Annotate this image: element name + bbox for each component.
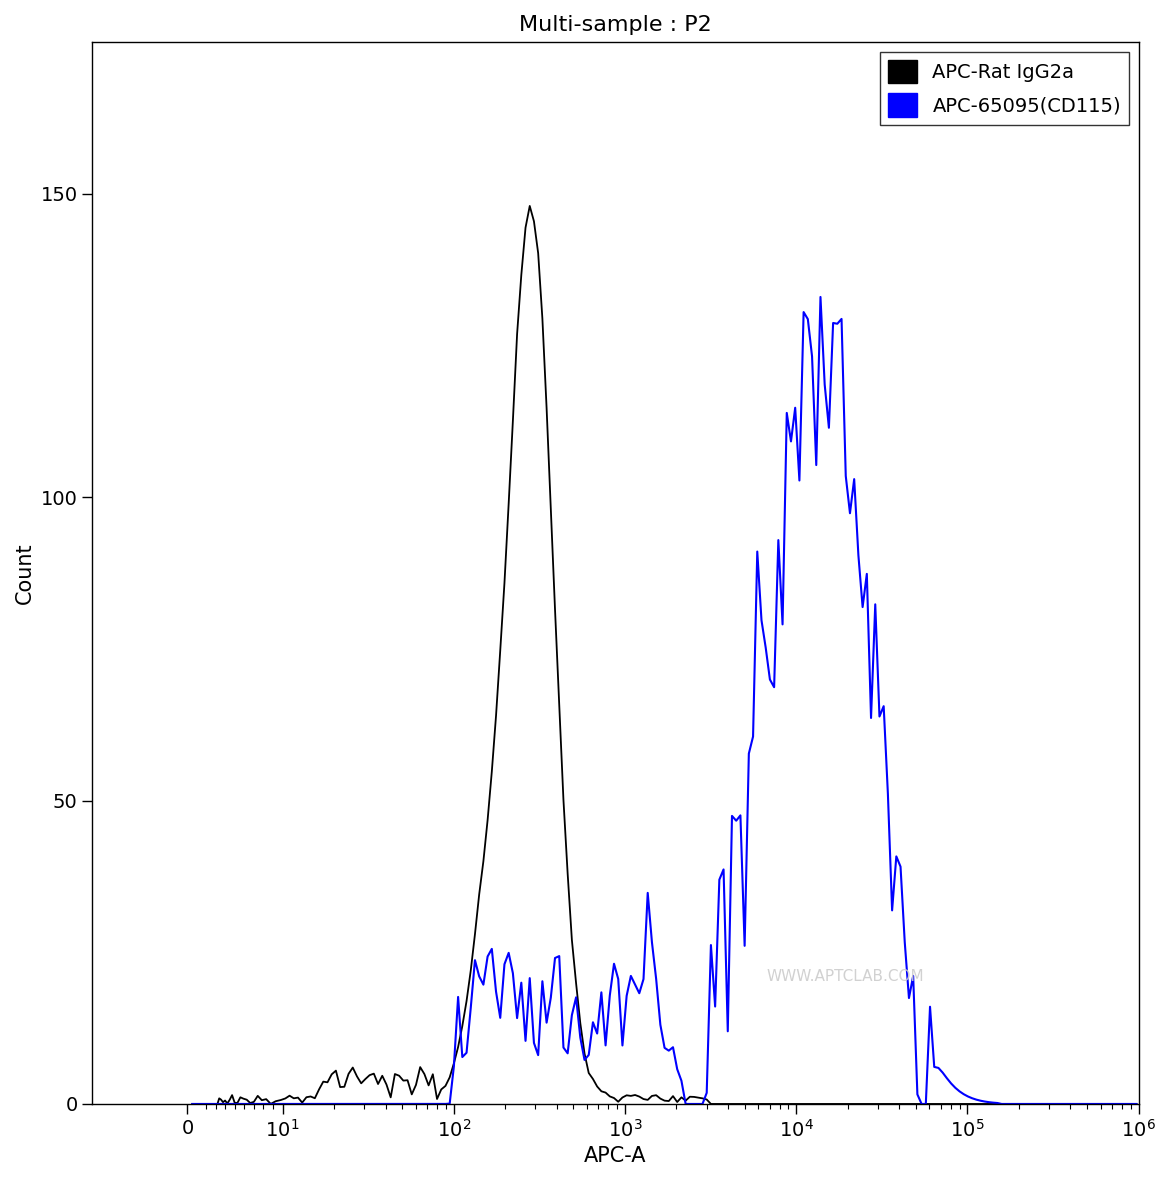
APC-Rat IgG2a <box>527 214 541 228</box>
APC-65095(CD115) <box>464 1000 478 1014</box>
APC-Rat IgG2a <box>590 1079 604 1094</box>
APC-Rat IgG2a <box>464 964 478 978</box>
APC-65095(CD115) <box>522 971 536 985</box>
APC-65095(CD115) <box>931 1061 945 1075</box>
Line: APC-65095(CD115): APC-65095(CD115) <box>192 296 1137 1104</box>
APC-65095(CD115) <box>586 1016 600 1030</box>
Line: APC-Rat IgG2a: APC-Rat IgG2a <box>192 205 1137 1104</box>
APC-Rat IgG2a <box>1130 1097 1144 1111</box>
APC-Rat IgG2a <box>185 1097 199 1111</box>
APC-Rat IgG2a <box>392 1069 406 1083</box>
APC-65095(CD115) <box>185 1097 199 1111</box>
APC-Rat IgG2a <box>522 198 536 213</box>
APC-65095(CD115) <box>392 1097 406 1111</box>
Title: Multi-sample : P2: Multi-sample : P2 <box>519 15 712 35</box>
Legend: APC-Rat IgG2a, APC-65095(CD115): APC-Rat IgG2a, APC-65095(CD115) <box>879 52 1129 124</box>
APC-65095(CD115) <box>1130 1097 1144 1111</box>
APC-65095(CD115) <box>451 990 465 1004</box>
APC-65095(CD115) <box>814 289 828 304</box>
X-axis label: APC-A: APC-A <box>584 1146 646 1166</box>
Text: WWW.APTCLAB.COM: WWW.APTCLAB.COM <box>767 970 924 984</box>
APC-Rat IgG2a <box>451 1040 465 1055</box>
Y-axis label: Count: Count <box>15 542 35 603</box>
APC-Rat IgG2a <box>931 1097 945 1111</box>
